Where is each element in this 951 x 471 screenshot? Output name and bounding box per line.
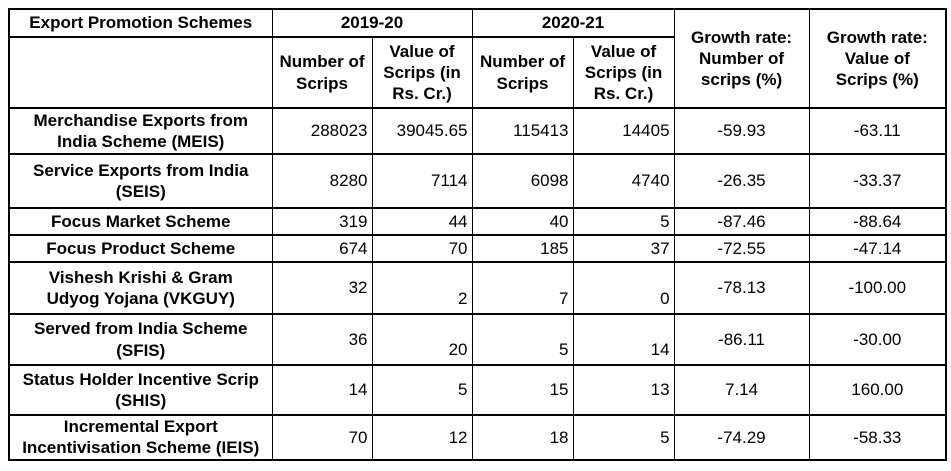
header-row-subcolumns: Number of Scrips Value of Scrips (in Rs.… bbox=[8, 36, 946, 109]
header-row-years: Export Promotion Schemes 2019-20 2020-21… bbox=[8, 8, 947, 109]
growth-rate-value-cell: -58.33 bbox=[808, 414, 947, 461]
growth-rate-number-cell: -78.13 bbox=[673, 261, 810, 315]
value-scrips-2020-21-cell: 5 bbox=[572, 207, 675, 236]
number-scrips-2020-21-cell: 18 bbox=[471, 414, 574, 461]
growth-rate-value-cell: -47.14 bbox=[808, 234, 947, 263]
growth-rate-number-cell: -74.29 bbox=[673, 414, 810, 461]
table-row: Focus Product Scheme 674 70 185 37 -72.5… bbox=[8, 234, 947, 263]
number-scrips-2020-21-cell: 115413 bbox=[471, 107, 574, 155]
header-growth-rate-number-scrips: Growth rate: Number of scrips (%) bbox=[673, 8, 810, 109]
number-scrips-2019-20-cell: 319 bbox=[271, 207, 373, 236]
table-row: Incremental Export Incentivisation Schem… bbox=[8, 414, 947, 461]
value-scrips-2019-20-cell: 20 bbox=[371, 313, 473, 366]
table-body: Merchandise Exports from India Scheme (M… bbox=[8, 107, 947, 461]
header-export-promotion-schemes: Export Promotion Schemes bbox=[8, 8, 273, 38]
growth-rate-value-cell: -100.00 bbox=[808, 261, 947, 315]
growth-rate-value-cell: -88.64 bbox=[808, 207, 947, 236]
growth-rate-number-cell: -86.11 bbox=[673, 313, 810, 366]
value-scrips-2020-21-cell: 14 bbox=[572, 313, 675, 366]
growth-rate-number-cell: -72.55 bbox=[673, 234, 810, 263]
table-row: Service Exports from India (SEIS) 8280 7… bbox=[8, 153, 947, 209]
header-year-2020-21: 2020-21 bbox=[471, 8, 675, 38]
number-scrips-2020-21-cell: 15 bbox=[471, 364, 574, 416]
scheme-name-cell: Focus Product Scheme bbox=[8, 234, 273, 263]
growth-rate-value-cell: 160.00 bbox=[808, 364, 947, 416]
growth-rate-number-cell: 7.14 bbox=[673, 364, 810, 416]
table-row: Vishesh Krishi & Gram Udyog Yojana (VKGU… bbox=[8, 261, 947, 315]
scheme-name-cell: Merchandise Exports from India Scheme (M… bbox=[8, 107, 273, 155]
header-value-scrips-2020-21: Value of Scrips (in Rs. Cr.) bbox=[572, 36, 675, 109]
number-scrips-2020-21-cell: 7 bbox=[471, 261, 574, 315]
number-scrips-2019-20-cell: 70 bbox=[271, 414, 373, 461]
value-scrips-2019-20-cell: 5 bbox=[371, 364, 473, 416]
value-scrips-2020-21-cell: 13 bbox=[572, 364, 675, 416]
header-number-scrips-2019-20: Number of Scrips bbox=[271, 36, 373, 109]
scheme-name-cell: Service Exports from India (SEIS) bbox=[8, 153, 273, 209]
number-scrips-2019-20-cell: 32 bbox=[271, 261, 373, 315]
value-scrips-2019-20-cell: 2 bbox=[371, 261, 473, 315]
number-scrips-2020-21-cell: 185 bbox=[471, 234, 574, 263]
table-row: Focus Market Scheme 319 44 40 5 -87.46 -… bbox=[8, 207, 947, 236]
header-growth-rate-value-scrips: Growth rate: Value of Scrips (%) bbox=[808, 8, 947, 109]
growth-rate-value-cell: -63.11 bbox=[808, 107, 947, 155]
scheme-name-cell: Focus Market Scheme bbox=[8, 207, 273, 236]
number-scrips-2020-21-cell: 5 bbox=[471, 313, 574, 366]
value-scrips-2019-20-cell: 70 bbox=[371, 234, 473, 263]
scheme-name-cell: Served from India Scheme (SFIS) bbox=[8, 313, 273, 366]
number-scrips-2020-21-cell: 6098 bbox=[471, 153, 574, 209]
value-scrips-2020-21-cell: 14405 bbox=[572, 107, 675, 155]
value-scrips-2019-20-cell: 39045.65 bbox=[371, 107, 473, 155]
table-row: Status Holder Incentive Scrip (SHIS) 14 … bbox=[8, 364, 947, 416]
value-scrips-2020-21-cell: 5 bbox=[572, 414, 675, 461]
header-spacer-cell bbox=[8, 36, 273, 109]
export-promotion-schemes-table: Export Promotion Schemes 2019-20 2020-21… bbox=[8, 8, 948, 461]
header-number-scrips-2020-21: Number of Scrips bbox=[471, 36, 574, 109]
growth-rate-value-cell: -33.37 bbox=[808, 153, 947, 209]
number-scrips-2019-20-cell: 288023 bbox=[271, 107, 373, 155]
value-scrips-2020-21-cell: 37 bbox=[572, 234, 675, 263]
value-scrips-2019-20-cell: 44 bbox=[371, 207, 473, 236]
header-value-scrips-2019-20: Value of Scrips (in Rs. Cr.) bbox=[371, 36, 473, 109]
number-scrips-2019-20-cell: 36 bbox=[271, 313, 373, 366]
table-row: Served from India Scheme (SFIS) 36 20 5 … bbox=[8, 313, 947, 366]
growth-rate-number-cell: -59.93 bbox=[673, 107, 810, 155]
scheme-name-cell: Status Holder Incentive Scrip (SHIS) bbox=[8, 364, 273, 416]
value-scrips-2019-20-cell: 7114 bbox=[371, 153, 473, 209]
growth-rate-number-cell: -87.46 bbox=[673, 207, 810, 236]
table-row: Merchandise Exports from India Scheme (M… bbox=[8, 107, 947, 155]
growth-rate-number-cell: -26.35 bbox=[673, 153, 810, 209]
growth-rate-value-cell: -30.00 bbox=[808, 313, 947, 366]
number-scrips-2019-20-cell: 674 bbox=[271, 234, 373, 263]
value-scrips-2020-21-cell: 0 bbox=[572, 261, 675, 315]
table-header: Export Promotion Schemes 2019-20 2020-21… bbox=[8, 8, 947, 109]
value-scrips-2019-20-cell: 12 bbox=[371, 414, 473, 461]
scheme-name-cell: Incremental Export Incentivisation Schem… bbox=[8, 414, 273, 461]
number-scrips-2019-20-cell: 8280 bbox=[271, 153, 373, 209]
scheme-name-cell: Vishesh Krishi & Gram Udyog Yojana (VKGU… bbox=[8, 261, 273, 315]
number-scrips-2019-20-cell: 14 bbox=[271, 364, 373, 416]
header-year-2019-20: 2019-20 bbox=[271, 8, 473, 38]
number-scrips-2020-21-cell: 40 bbox=[471, 207, 574, 236]
value-scrips-2020-21-cell: 4740 bbox=[572, 153, 675, 209]
